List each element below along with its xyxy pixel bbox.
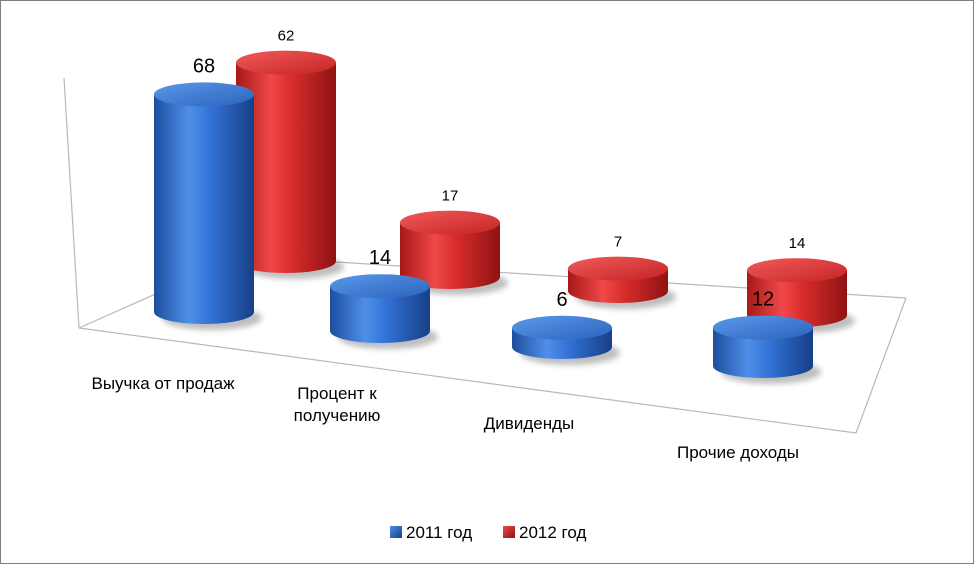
value-labels-layer: 62 68 17 14 7 6 14 12: [193, 28, 805, 311]
bar-2011-0: [154, 82, 262, 330]
floor-front-edge: [78, 297, 907, 434]
bar-top: [400, 210, 500, 235]
bar-top: [154, 82, 254, 107]
bar-body: [400, 222, 500, 289]
legend: 2011 год 2012 год: [390, 523, 586, 542]
category-label-3: Прочие доходы: [677, 443, 799, 462]
bar-top: [713, 315, 813, 340]
back-left-edge: [63, 77, 80, 329]
bar-body: [236, 62, 336, 273]
value-label-2012-3: 14: [789, 235, 806, 252]
bar-body: [713, 327, 813, 378]
category-label-2: Дивиденды: [484, 414, 574, 433]
bar-top: [330, 274, 430, 299]
bar-2011-2: [512, 315, 620, 365]
category-label-1: Процент к получению: [294, 384, 381, 425]
bar-2012-2: [568, 256, 676, 309]
bar-top: [747, 258, 847, 283]
bar-body: [154, 94, 254, 325]
bar-body: [330, 286, 430, 343]
legend-label-2012: 2012 год: [519, 523, 586, 542]
legend-swatch-2011: [390, 526, 402, 538]
value-label-2011-1: 14: [369, 247, 391, 269]
value-label-2012-0: 62: [278, 28, 295, 45]
value-label-2011-0: 68: [193, 55, 215, 77]
bar-2011-1: [330, 274, 438, 349]
value-label-2012-1: 17: [442, 188, 459, 205]
value-label-2011-3: 12: [752, 289, 774, 311]
bar-body: [747, 270, 847, 327]
bar-2011-3: [713, 315, 821, 384]
bar-2012-3: [747, 258, 855, 333]
bar-top: [568, 256, 668, 281]
bar-top: [236, 50, 336, 75]
category-labels-layer: Выучка от продаж Процент к получению Дивиде…: [92, 374, 799, 462]
value-label-2012-2: 7: [614, 234, 622, 251]
category-label-0: Выучка от продаж: [92, 374, 236, 393]
bar-top: [512, 315, 612, 340]
legend-label-2011: 2011 год: [406, 523, 472, 542]
bar-2012-0: [236, 50, 344, 279]
bar-2012-1: [400, 210, 508, 295]
legend-swatch-2012: [503, 526, 515, 538]
bars-layer: [154, 50, 855, 384]
value-label-2011-2: 6: [556, 289, 567, 311]
